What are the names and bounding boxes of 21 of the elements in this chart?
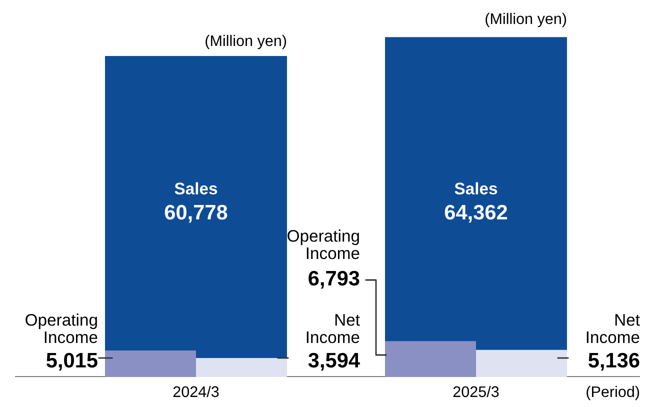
series-label: Sales (454, 182, 498, 194)
data-label: 64,362 (444, 204, 508, 223)
data-label: 60,778 (164, 204, 228, 223)
text: Net Income (306, 314, 360, 344)
data-label: 5,136 (588, 352, 640, 371)
bar (105, 350, 196, 377)
annotation: (Million yen) (206, 34, 286, 50)
series-label: Operating Income (26, 314, 98, 344)
bar (476, 350, 567, 377)
data-label: 3,594 (308, 352, 360, 371)
series-label: Net Income (586, 314, 640, 344)
text: Sales (174, 182, 218, 194)
data-label: 5,015 (46, 352, 98, 371)
text: (Million yen) (486, 12, 566, 28)
x-tick-label: 2025/3 (453, 386, 499, 398)
bar (385, 341, 476, 377)
text: (Period) (586, 386, 640, 400)
text: Operating Income (288, 230, 360, 260)
bar (196, 358, 287, 377)
data-label: 6,793 (308, 270, 360, 289)
x-tick-label: 2024/3 (173, 386, 219, 398)
